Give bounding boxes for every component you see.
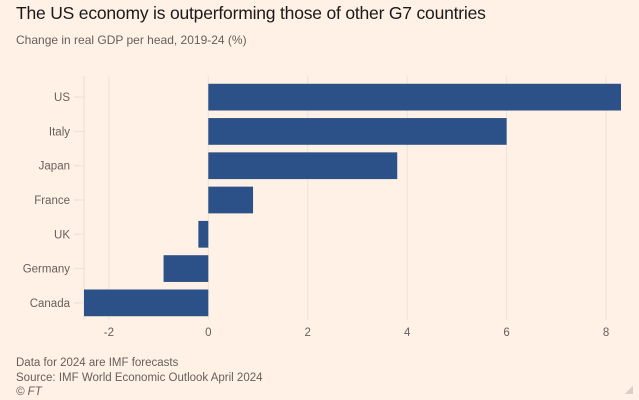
bar-japan [208, 152, 398, 180]
x-tick-label: 2 [305, 327, 311, 339]
x-tick-label: 6 [503, 327, 509, 339]
x-tick-label: -2 [104, 327, 114, 339]
bar-uk [198, 220, 209, 248]
chart-title: The US economy is outperforming those of… [16, 3, 486, 23]
category-label: Germany [23, 264, 71, 276]
bar-canada [84, 289, 209, 317]
category-label: Italy [49, 126, 70, 138]
category-label: Japan [39, 161, 70, 173]
x-tick-label: 4 [404, 327, 411, 339]
bar-france [208, 186, 254, 214]
chart-subtitle: Change in real GDP per head, 2019-24 (%) [16, 33, 247, 47]
x-tick-label: 0 [205, 327, 211, 339]
bar-germany [163, 255, 209, 282]
category-label: UK [54, 229, 70, 241]
bar-us [208, 83, 622, 111]
category-label: Canada [30, 298, 71, 310]
x-tick-labels: -2 0 2 4 6 8 [104, 327, 610, 339]
resize-handle-icon[interactable] [625, 386, 633, 394]
bar-italy [208, 118, 507, 145]
bars [84, 83, 622, 317]
ft-credit: © FT [16, 386, 42, 398]
gridlines [74, 76, 607, 320]
x-tick-label: 8 [603, 327, 609, 339]
category-label: US [54, 92, 70, 104]
source-note: Source: IMF World Economic Outlook April… [16, 371, 263, 384]
category-labels: US Italy Japan France UK Germany Canada [23, 92, 71, 310]
footnote: Data for 2024 are IMF forecasts [16, 357, 179, 369]
category-label: France [34, 195, 70, 207]
chart-footer: Data for 2024 are IMF forecasts Source: … [16, 356, 263, 400]
